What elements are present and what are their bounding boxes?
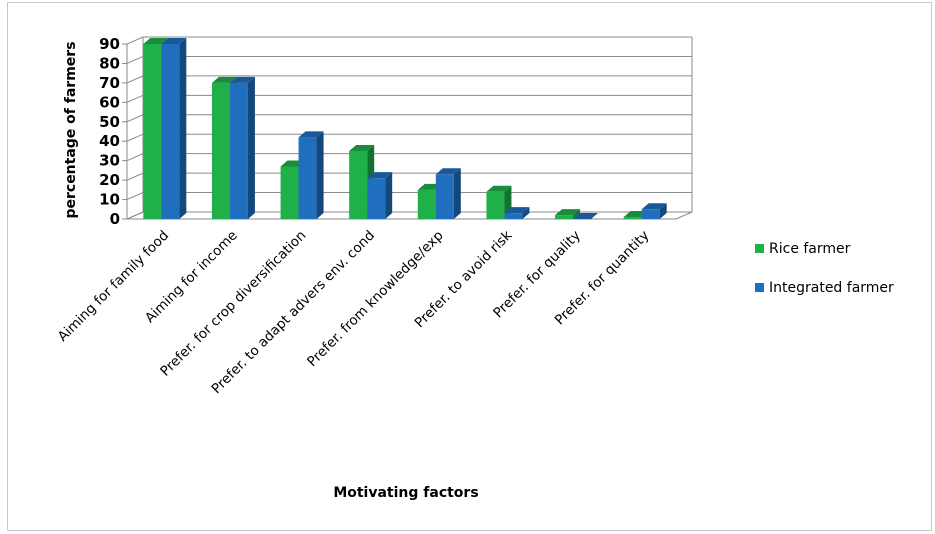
gridline [126, 114, 692, 123]
bar [161, 38, 187, 219]
x-axis-title: Motivating factors [333, 485, 478, 501]
y-tick-label: 60 [99, 93, 120, 111]
gridline [126, 133, 692, 142]
bar [229, 76, 255, 219]
y-tick-label: 50 [99, 113, 120, 131]
bar-side [659, 203, 667, 219]
bar-side [179, 38, 187, 219]
y-tick-label: 90 [99, 35, 120, 53]
bar-front [280, 166, 299, 219]
bar-front [367, 178, 386, 219]
gridline [126, 55, 692, 64]
bar-front [143, 44, 162, 219]
y-tick-label: 0 [110, 210, 120, 228]
y-axis-title: percentage of farmers [63, 41, 79, 218]
bar-side [316, 131, 324, 219]
bar-front [555, 215, 574, 219]
bar-top [298, 131, 324, 138]
bar-top [641, 203, 667, 210]
gridline [126, 75, 692, 84]
bar [367, 172, 393, 219]
y-tick-label: 80 [99, 54, 120, 72]
bar-side [385, 172, 393, 219]
bar-top [435, 168, 461, 175]
x-tick-label: Aiming for family food [55, 228, 172, 345]
bar-front [298, 137, 317, 219]
bar [486, 185, 512, 219]
x-tick-label: Prefer. from knowledge/exp [304, 228, 446, 370]
gridline [126, 192, 692, 201]
bar-top [504, 207, 530, 214]
chart-grid [122, 36, 693, 220]
gridline [126, 153, 692, 162]
y-tick-label: 70 [99, 74, 120, 92]
bar-top [211, 76, 237, 83]
bar [573, 213, 599, 219]
gridline [126, 36, 692, 45]
bar-side [453, 168, 461, 219]
legend-label-integrated: Integrated farmer [769, 280, 894, 296]
chart-bars [143, 38, 667, 219]
bar-top [229, 76, 255, 83]
bar [555, 209, 581, 219]
bar [298, 131, 324, 219]
bar-top [486, 185, 512, 192]
x-tick-label: Prefer. for crop diversification [157, 228, 309, 380]
bar-top [573, 213, 599, 219]
bar-front [504, 213, 523, 219]
bar [641, 203, 667, 219]
bar-top [349, 144, 375, 151]
y-tick-label: 10 [99, 191, 120, 209]
bar-front [623, 217, 642, 219]
bar-front [161, 44, 180, 219]
bar-front [435, 174, 454, 219]
legend: Rice farmer Integrated farmer [755, 241, 894, 296]
bar-side [522, 207, 530, 219]
bar-front [417, 189, 436, 219]
bar [435, 168, 461, 219]
bar-front [229, 82, 248, 219]
bar-top [143, 38, 169, 44]
bar-front [211, 82, 230, 219]
bar-side [247, 76, 255, 219]
legend-swatch-integrated [755, 283, 764, 292]
bar-front [486, 191, 505, 219]
bar-front [349, 150, 368, 219]
gridline [126, 172, 692, 181]
bar [504, 207, 530, 219]
gridline [126, 94, 692, 103]
bar-top [555, 209, 581, 216]
legend-label-rice: Rice farmer [769, 241, 851, 257]
bar-side [573, 209, 581, 219]
y-tick-label: 30 [99, 152, 120, 170]
y-tick-label: 40 [99, 132, 120, 150]
chart-floor [126, 211, 693, 220]
bar-top [161, 38, 187, 44]
bar-front [641, 209, 660, 219]
y-tick-label: 20 [99, 171, 120, 189]
bar-top [367, 172, 393, 179]
legend-swatch-rice [755, 244, 764, 253]
